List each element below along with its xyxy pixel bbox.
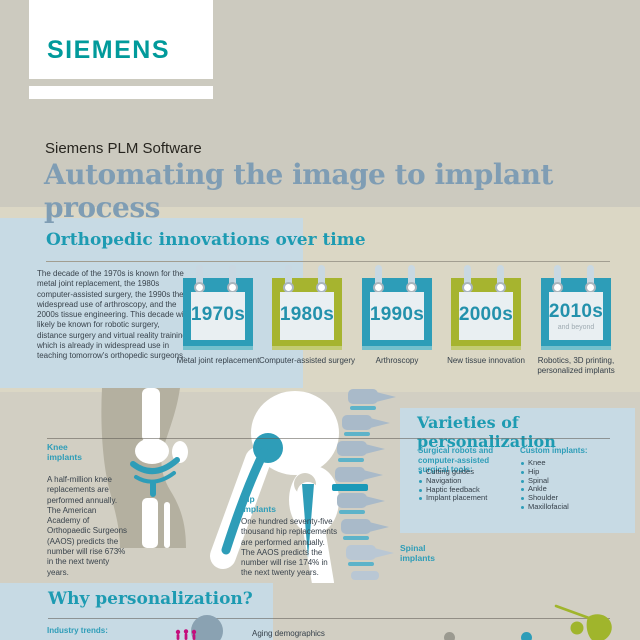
varieties-panel [400,408,635,533]
person-head-icon [191,615,223,640]
page-subtitle: Siemens PLM Software [45,140,202,157]
knee-implants-text: A half-million knee replacements are per… [47,475,128,577]
knee-implants-label: Knee implants [47,442,82,462]
industry-trends-label: Industry trends: [47,626,108,635]
middle-divider [47,438,610,439]
why-heading: Why personalization? [48,589,253,609]
decade-subtext: and beyond [557,324,595,331]
timeline-card-1980s: 1980s [272,265,342,350]
custom-implants-list-heading: Custom implants: [520,446,588,455]
list-item: Haptic feedback [418,485,518,495]
why-divider [48,618,610,619]
hip-implants-label: Hip implants [241,494,276,514]
card-label: Metal joint replacement [176,356,260,365]
hip-implants-text: One hundred seventy-five thousand hip re… [241,517,338,578]
list-item: Implant placement [418,494,518,503]
custom-implants-list: Knee Hip Spinal Ankle Shoulder Maxillofa… [520,458,620,512]
card-label: Robotics, 3D printing, personalized impl… [537,356,615,375]
decade-text: 2000s [458,304,514,325]
spinal-implants-label: Spinal implants [400,543,435,563]
card-label: Computer-assisted surgery [258,356,356,365]
list-item: Cutting guides [418,467,518,477]
aging-demographics-label: Aging demographics [252,629,325,638]
list-item: Spinal [520,476,620,486]
timeline-card-2000s: 2000s [451,265,521,350]
knee-implant-illustration [101,388,188,548]
timeline-intro-text: The decade of the 1970s is known for the… [37,269,190,361]
list-item: Hip [520,467,620,477]
card-label: Arthroscopy [375,356,419,365]
decade-text: 1970s [190,304,246,325]
spinal-disc-implant [332,484,368,491]
list-item: Maxillofacial [520,502,620,512]
timeline-heading: Orthopedic innovations over time [46,230,366,250]
list-item: Ankle [520,485,620,494]
gray-dot-icon [444,632,455,640]
decade-text: 1990s [369,304,425,325]
page-title: Automating the image to implant process [44,158,553,224]
timeline-card-1990s: 1990s [362,265,432,350]
siemens-logo: SIEMENS [47,36,171,64]
teal-dot-icon [521,632,532,640]
card-label: New tissue innovation [447,356,525,365]
varieties-heading: Varieties of personalization [417,413,556,451]
list-item: Knee [520,458,620,468]
people-group-icon [175,629,197,640]
golfer-icon [554,604,612,640]
decade-text: 2010s [548,301,604,322]
timeline-card-2010s: 2010s and beyond [541,265,611,350]
decade-text: 1980s [279,304,335,325]
logo-underline-strip [29,86,213,99]
spine-illustration [332,389,396,580]
timeline-divider [46,261,610,262]
why-panel [0,583,273,640]
surgical-tools-list: Cutting guides Navigation Haptic feedbac… [418,467,518,503]
hip-implant-illustration [210,391,339,583]
timeline-card-1970s: 1970s [183,265,253,350]
logo-box [29,0,213,79]
list-item: Navigation [418,476,518,486]
list-item: Shoulder [520,493,620,503]
surgical-tools-list-heading: Surgical robots and computer-assisted su… [418,446,494,474]
